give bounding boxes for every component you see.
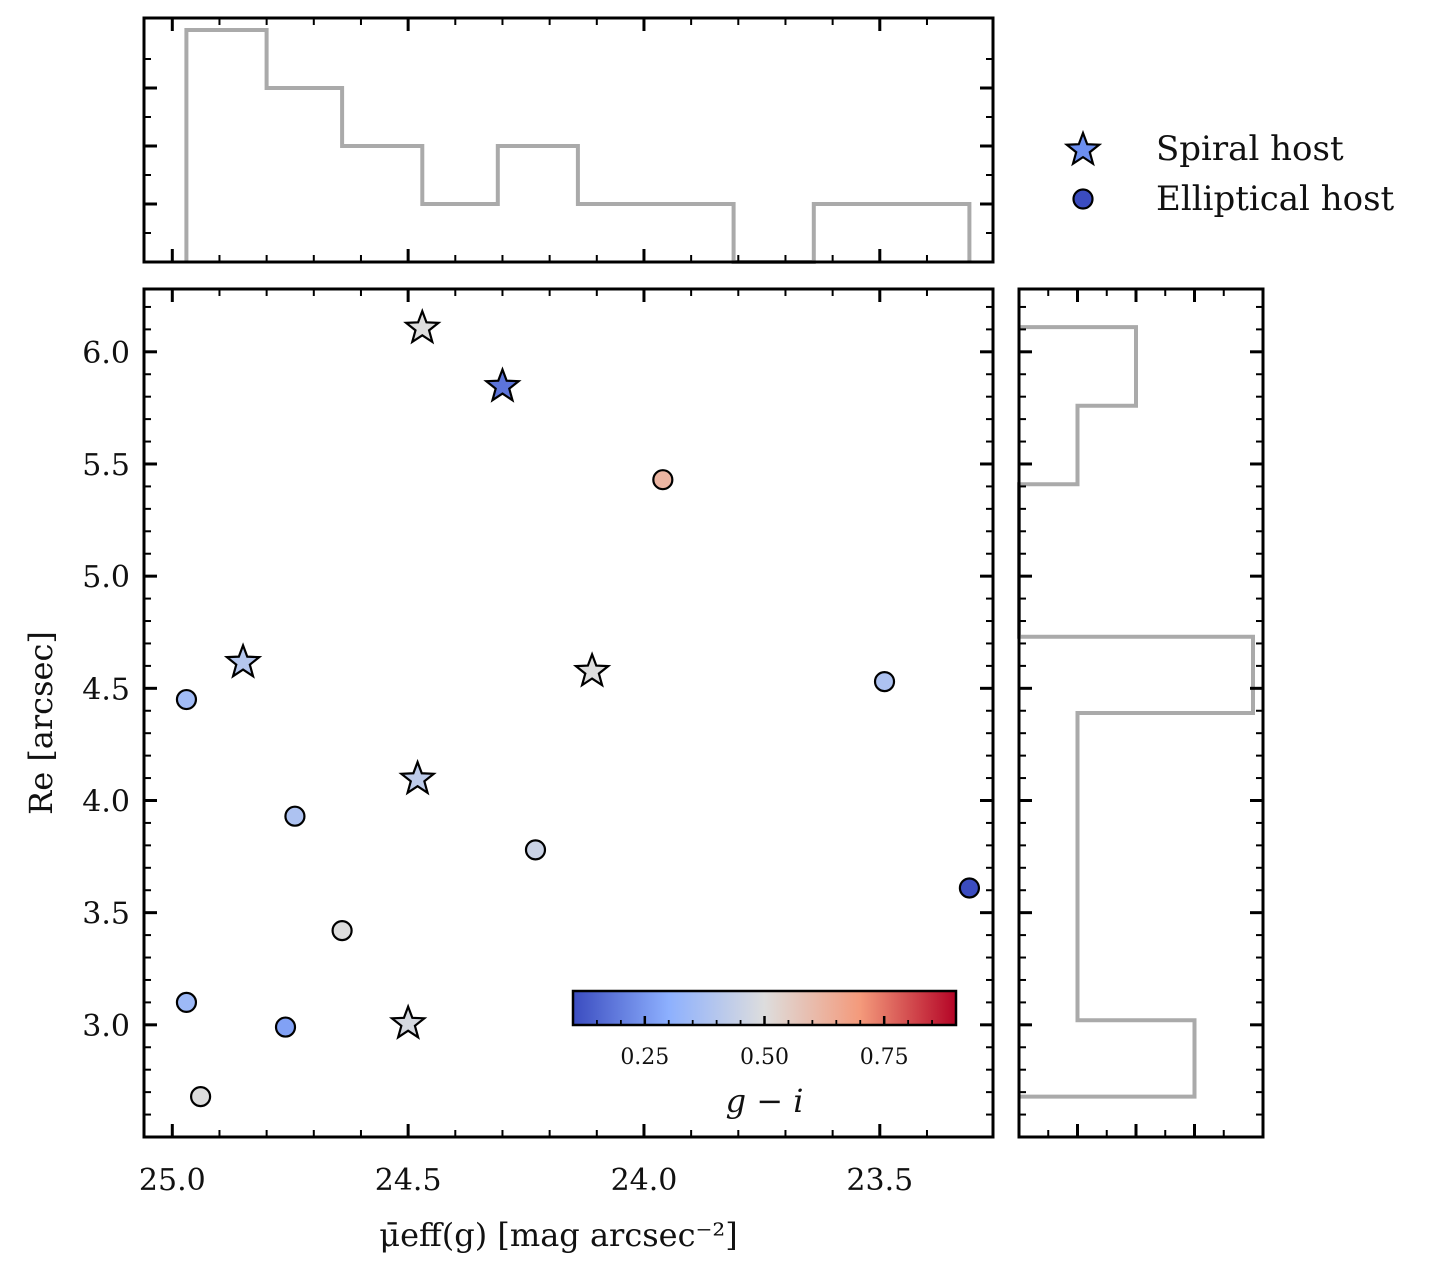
right-histogram-panel xyxy=(1017,287,1265,1139)
y-tick-label: 3.0 xyxy=(82,1009,130,1044)
legend-entry-label: Spiral host xyxy=(1156,129,1344,169)
legend-circle-marker xyxy=(1072,188,1094,210)
main-plot-frame xyxy=(142,287,995,1139)
top-histogram-panel xyxy=(142,16,995,264)
y-axis-label: Re [arcsec] xyxy=(22,631,60,815)
y-tick-label: 4.0 xyxy=(82,784,130,819)
elliptical-host-point xyxy=(175,688,198,711)
spiral-host-point xyxy=(483,366,522,403)
spiral-host-point xyxy=(223,642,263,679)
y-tick-label: 5.0 xyxy=(82,560,130,595)
colorbar: 0.25 0.50 0.75 g − i xyxy=(571,989,958,1120)
elliptical-host-point xyxy=(958,877,981,899)
x-tick-label: 25.0 xyxy=(139,1163,206,1198)
top-histogram-frame xyxy=(142,16,995,264)
elliptical-host-point xyxy=(190,1086,212,1108)
y-tick-label: 5.5 xyxy=(82,448,130,483)
spiral-host-point xyxy=(398,758,437,796)
legend-entry-label: Elliptical host xyxy=(1156,179,1395,219)
y-tick-label: 6.0 xyxy=(82,336,130,371)
elliptical-host-point xyxy=(524,839,547,861)
colorbar-label: g − i xyxy=(726,1082,804,1120)
colorbar-tick-label: 0.25 xyxy=(620,1045,669,1070)
elliptical-host-point xyxy=(331,920,353,942)
right-histogram-frame xyxy=(1017,287,1265,1139)
x-tick-label: 23.5 xyxy=(846,1163,913,1198)
elliptical-host-point xyxy=(175,991,198,1013)
top-histogram-step xyxy=(184,28,972,264)
legend: Spiral host Elliptical host xyxy=(1063,129,1395,219)
y-tick-label: 3.5 xyxy=(82,897,130,932)
right-histogram-step xyxy=(1017,325,1255,1099)
spiral-host-point xyxy=(403,307,442,345)
elliptical-host-point xyxy=(274,1016,297,1038)
x-tick-label: 24.0 xyxy=(611,1163,678,1198)
x-axis-label: μ̄eff(g) [mag arcsec⁻²] xyxy=(379,1216,737,1254)
spiral-host-point xyxy=(388,1003,428,1040)
y-tick-label: 4.5 xyxy=(82,672,130,707)
spiral-host-point xyxy=(572,651,612,688)
elliptical-host-point xyxy=(873,670,896,693)
legend-star-marker xyxy=(1063,129,1103,167)
main-scatter-panel: 25.0 24.5 24.0 23.5 3.0 3.5 4.0 4.5 5.0 5.5 6.0 μ̄e… xyxy=(22,287,995,1254)
elliptical-host-point xyxy=(652,469,674,491)
elliptical-host-point xyxy=(284,805,306,827)
x-tick-label: 24.5 xyxy=(375,1163,442,1198)
colorbar-tick-label: 0.50 xyxy=(740,1045,789,1070)
colorbar-tick-label: 0.75 xyxy=(860,1045,909,1070)
